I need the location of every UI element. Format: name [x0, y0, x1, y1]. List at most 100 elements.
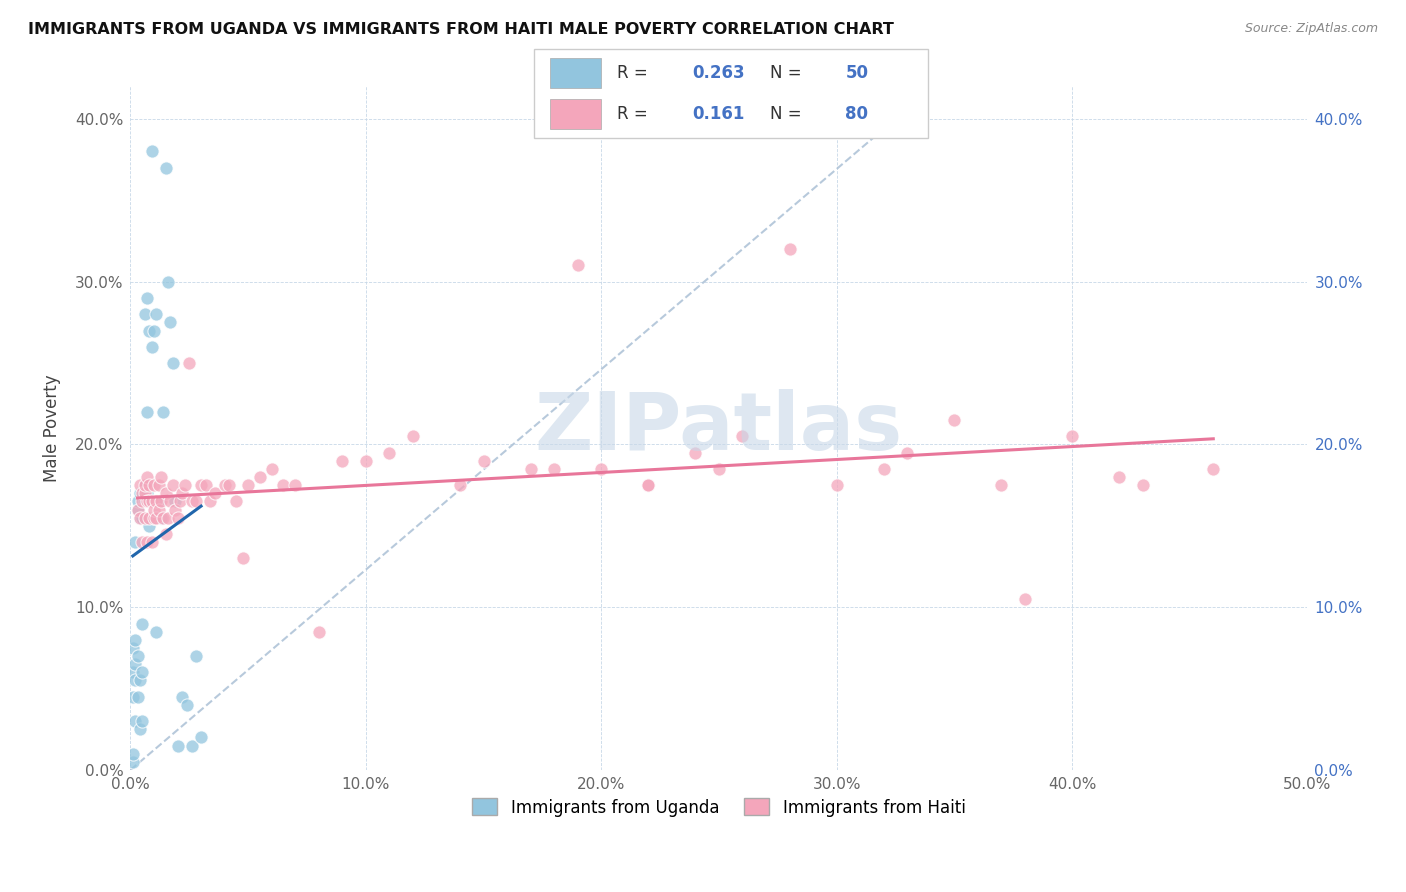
Point [166, 739, 188, 753]
Point [131, 494, 153, 508]
Point [567, 259, 589, 273]
Point [124, 535, 146, 549]
Point [186, 648, 208, 663]
Point [127, 648, 149, 663]
Point [157, 510, 180, 524]
Point [128, 673, 150, 688]
Point [779, 242, 801, 256]
Point [143, 324, 166, 338]
Point [121, 665, 143, 680]
Point [127, 494, 149, 508]
Point [136, 494, 159, 508]
Point [145, 510, 167, 524]
Point [131, 510, 153, 524]
Point [127, 502, 149, 516]
Text: N =: N = [770, 64, 807, 82]
Point [143, 510, 166, 524]
Point [449, 478, 471, 492]
Point [173, 478, 195, 492]
Point [128, 478, 150, 492]
Point [128, 510, 150, 524]
Point [1132, 478, 1154, 492]
Legend: Immigrants from Uganda, Immigrants from Haiti: Immigrants from Uganda, Immigrants from … [465, 792, 972, 823]
Point [128, 486, 150, 500]
Point [249, 470, 271, 484]
Point [136, 405, 159, 419]
Point [148, 494, 170, 508]
Point [136, 470, 159, 484]
Text: Source: ZipAtlas.com: Source: ZipAtlas.com [1244, 22, 1378, 36]
Point [134, 478, 156, 492]
Point [138, 324, 160, 338]
Point [707, 462, 730, 476]
Point [232, 551, 254, 566]
Point [152, 510, 174, 524]
Point [204, 486, 226, 500]
Text: 0.161: 0.161 [692, 105, 744, 123]
Point [127, 502, 149, 516]
Point [200, 494, 222, 508]
Point [943, 413, 966, 427]
Point [150, 494, 173, 508]
Point [131, 665, 153, 680]
Point [145, 494, 167, 508]
Point [121, 640, 143, 655]
Point [136, 535, 159, 549]
Point [637, 478, 659, 492]
Point [141, 494, 163, 508]
Point [225, 494, 247, 508]
Point [148, 502, 170, 516]
Point [236, 478, 259, 492]
Text: ZIPatlas: ZIPatlas [534, 389, 903, 467]
Point [1060, 429, 1083, 443]
Point [134, 486, 156, 500]
Point [124, 714, 146, 728]
Point [731, 429, 754, 443]
Point [194, 478, 217, 492]
Point [157, 275, 180, 289]
Point [990, 478, 1012, 492]
Point [169, 494, 191, 508]
Point [308, 624, 330, 639]
Point [162, 478, 184, 492]
Point [354, 454, 377, 468]
Point [519, 462, 541, 476]
Point [165, 494, 187, 508]
Point [141, 535, 163, 549]
Point [124, 632, 146, 647]
Point [152, 405, 174, 419]
Point [591, 462, 613, 476]
Y-axis label: Male Poverty: Male Poverty [44, 375, 60, 482]
Point [637, 478, 659, 492]
Point [218, 478, 240, 492]
Point [186, 494, 208, 508]
Point [190, 478, 212, 492]
Point [330, 454, 353, 468]
Point [145, 307, 167, 321]
FancyBboxPatch shape [534, 49, 928, 138]
Point [143, 510, 166, 524]
Point [141, 340, 163, 354]
Point [402, 429, 425, 443]
Point [166, 510, 188, 524]
Point [143, 478, 166, 492]
Point [180, 739, 202, 753]
Point [141, 145, 163, 159]
Point [155, 161, 177, 175]
Text: R =: R = [617, 105, 658, 123]
Point [148, 478, 170, 492]
Point [136, 486, 159, 500]
Point [378, 445, 401, 459]
Point [150, 470, 173, 484]
Point [825, 478, 848, 492]
Point [121, 747, 143, 761]
Point [124, 673, 146, 688]
Point [131, 714, 153, 728]
Point [131, 616, 153, 631]
Point [180, 494, 202, 508]
Point [260, 462, 283, 476]
Point [896, 445, 918, 459]
Point [159, 494, 181, 508]
Point [685, 445, 707, 459]
Point [131, 486, 153, 500]
